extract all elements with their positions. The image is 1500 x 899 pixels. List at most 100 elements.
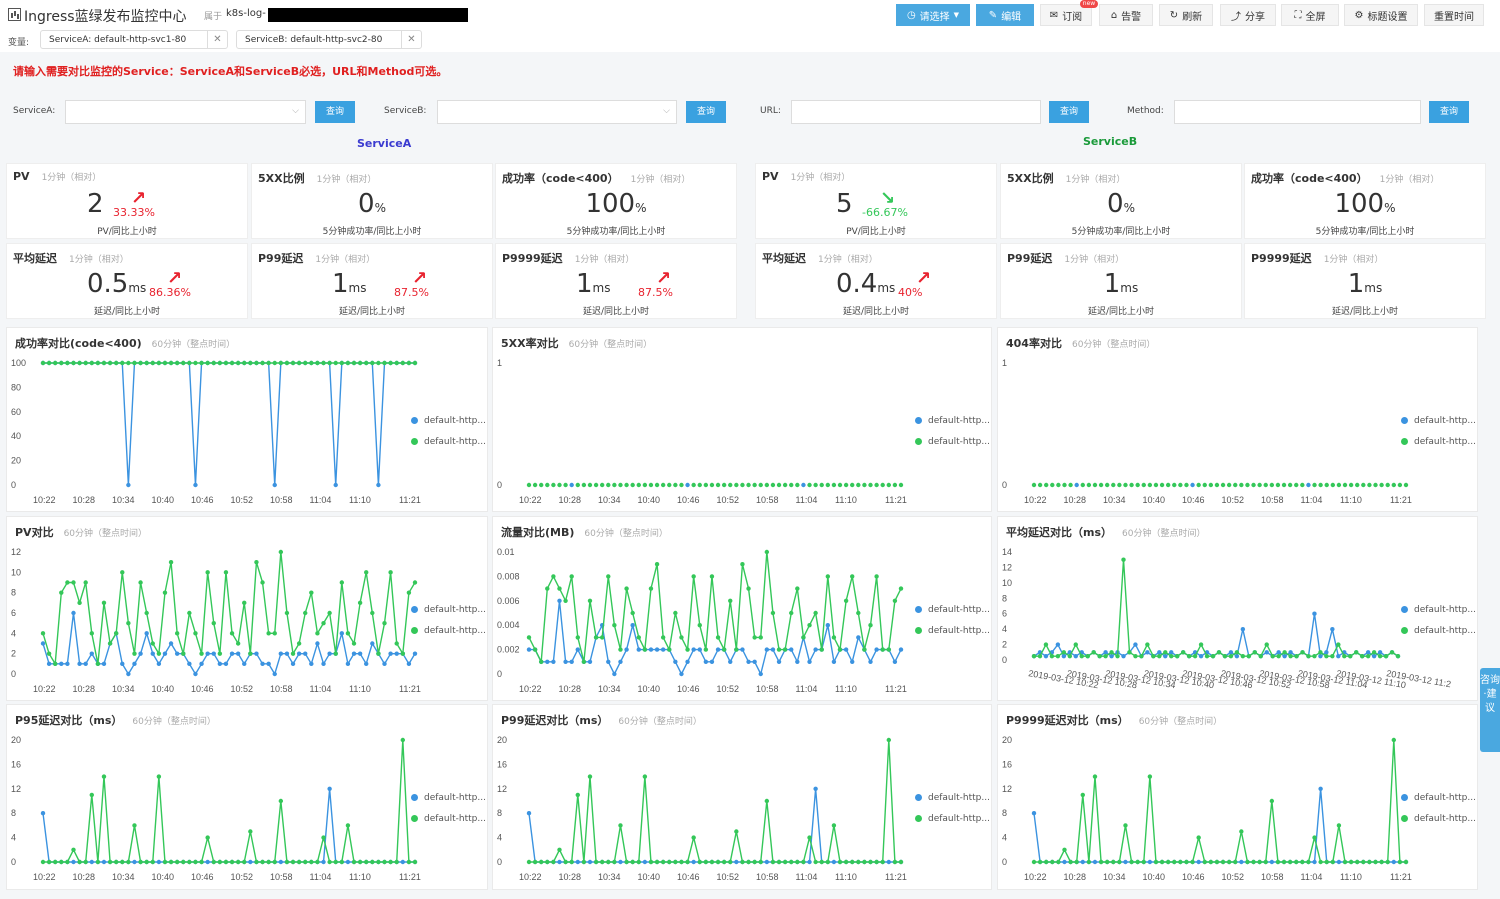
query-method-button[interactable]: 查询 bbox=[1429, 101, 1469, 123]
title-settings-button[interactable]: ⚙ 标题设置 bbox=[1344, 4, 1418, 26]
kpi-value-number: 1 bbox=[1103, 269, 1121, 299]
fullscreen-button[interactable]: ⛶ 全屏 bbox=[1281, 4, 1339, 26]
data-point bbox=[1085, 653, 1090, 659]
reset-time-button[interactable]: 重置时间 bbox=[1424, 4, 1484, 26]
data-point bbox=[874, 482, 879, 488]
y-tick-label: 0.008 bbox=[497, 571, 520, 581]
y-tick-label: 10 bbox=[11, 567, 21, 577]
query-service-a-button[interactable]: 查询 bbox=[315, 101, 355, 123]
y-tick-label: 60 bbox=[11, 407, 21, 417]
data-point bbox=[593, 635, 599, 640]
data-point bbox=[1129, 859, 1134, 865]
query-service-b-button[interactable]: 查询 bbox=[686, 101, 726, 123]
y-tick-label: 4 bbox=[1002, 624, 1007, 634]
legend-item[interactable]: default-http... bbox=[411, 416, 486, 426]
chart-svg: 100 80 60 40 20 0 10:22 10:28 10:34 10:40 10:46 10:… bbox=[11, 358, 421, 505]
refresh-button[interactable]: ↻ 刷新 bbox=[1159, 4, 1213, 26]
data-point bbox=[728, 859, 733, 865]
legend-item[interactable]: default-http... bbox=[411, 793, 486, 803]
legend-item[interactable]: default-http... bbox=[411, 814, 486, 824]
y-tick-label: 16 bbox=[1002, 759, 1012, 769]
project-name[interactable]: k8s-log- bbox=[226, 8, 266, 19]
legend-item[interactable]: default-http... bbox=[1401, 626, 1476, 636]
legend-item[interactable]: default-http... bbox=[915, 416, 990, 426]
data-point bbox=[789, 647, 794, 652]
variable-tag-service-b[interactable]: ServiceB: default-http-svc2-80 ✕ bbox=[236, 30, 422, 49]
data-point bbox=[734, 482, 739, 488]
data-point bbox=[156, 859, 162, 865]
data-point bbox=[1234, 650, 1240, 655]
kpi-value: 0% bbox=[1001, 189, 1241, 219]
legend-item[interactable]: default-http... bbox=[1401, 605, 1476, 615]
legend-item[interactable]: default-http... bbox=[411, 605, 486, 615]
data-point bbox=[1165, 859, 1171, 865]
kpi-value: 1ms bbox=[1245, 269, 1485, 299]
legend-item[interactable]: default-http... bbox=[915, 814, 990, 824]
data-point bbox=[315, 641, 320, 646]
data-point bbox=[551, 859, 556, 865]
x-tick-label: 10:40 bbox=[152, 684, 175, 694]
legend-item[interactable]: default-http... bbox=[1401, 793, 1476, 803]
data-point bbox=[557, 586, 562, 591]
subscribe-button[interactable]: ✉ 订阅 bbox=[1040, 4, 1092, 26]
data-point bbox=[575, 859, 580, 865]
data-point bbox=[667, 482, 672, 488]
kpi-title-text: 5XX比例 bbox=[1007, 172, 1054, 185]
legend-item[interactable]: default-http... bbox=[411, 437, 486, 447]
legend-item[interactable]: default-http... bbox=[915, 793, 990, 803]
data-point bbox=[1098, 859, 1104, 865]
service-b-select[interactable]: ⌵ bbox=[437, 100, 677, 124]
kpi-subtitle: 1分钟（相对） bbox=[818, 255, 878, 265]
data-point bbox=[272, 482, 277, 488]
share-button[interactable]: ⤴ 分享 bbox=[1220, 4, 1276, 26]
legend-item[interactable]: default-http... bbox=[915, 626, 990, 636]
close-icon[interactable]: ✕ bbox=[207, 31, 227, 48]
data-point bbox=[144, 631, 149, 636]
series-line bbox=[42, 551, 416, 667]
x-tick-label: 10:28 bbox=[1064, 872, 1087, 882]
data-point bbox=[132, 360, 137, 366]
query-url-button[interactable]: 查询 bbox=[1049, 101, 1089, 123]
legend-item[interactable]: default-http... bbox=[915, 605, 990, 615]
legend-item[interactable]: default-http... bbox=[1401, 814, 1476, 824]
data-point bbox=[1282, 650, 1287, 655]
select-button[interactable]: ◷ 请选择 ▼ bbox=[896, 4, 970, 26]
legend-dot bbox=[411, 794, 418, 801]
close-icon[interactable]: ✕ bbox=[401, 31, 421, 48]
data-point bbox=[648, 482, 654, 488]
legend-item[interactable]: default-http... bbox=[915, 437, 990, 447]
data-point bbox=[1240, 626, 1246, 632]
data-point bbox=[801, 859, 806, 865]
chart-panel: P99延迟对比（ms） 60分钟（整点时间） 20 16 12 8 4 0 10:22 10:28… bbox=[492, 704, 992, 890]
data-point bbox=[862, 647, 867, 652]
variable-tag-service-a[interactable]: ServiceA: default-http-svc1-80 ✕ bbox=[40, 30, 228, 49]
alarm-button[interactable]: ⌂ 告警 bbox=[1099, 4, 1153, 26]
data-point bbox=[272, 859, 277, 865]
legend-item[interactable]: default-http... bbox=[1401, 437, 1476, 447]
legend-item[interactable]: default-http... bbox=[1401, 416, 1476, 426]
data-point bbox=[83, 360, 88, 366]
x-tick-label: 10:34 bbox=[598, 872, 621, 882]
x-tick-label: 10:22 bbox=[1024, 495, 1047, 505]
kpi-title: 5XX比例 1分钟（相对） bbox=[1007, 170, 1125, 186]
data-point bbox=[272, 360, 277, 366]
y-tick-label: 16 bbox=[497, 759, 507, 769]
data-point bbox=[1228, 650, 1234, 655]
data-point bbox=[333, 651, 338, 656]
edit-button[interactable]: ✎ 编辑 bbox=[976, 4, 1034, 26]
legend-item[interactable]: default-http... bbox=[411, 626, 486, 636]
bell-icon: ⌂ bbox=[1110, 9, 1118, 21]
method-input[interactable] bbox=[1174, 100, 1421, 124]
data-point bbox=[217, 859, 223, 865]
data-point bbox=[1324, 859, 1329, 865]
service-a-select[interactable]: ⌵ bbox=[65, 100, 306, 124]
kpi-description: 延迟/同比上小时 bbox=[1087, 307, 1155, 317]
url-input[interactable] bbox=[791, 100, 1041, 124]
data-point bbox=[1373, 859, 1378, 865]
data-point bbox=[1062, 859, 1067, 865]
feedback-button[interactable]: 咨询·建议 bbox=[1480, 668, 1500, 752]
data-point bbox=[46, 360, 52, 366]
y-tick-label: 0 bbox=[497, 857, 502, 867]
data-point bbox=[1282, 653, 1287, 659]
data-point bbox=[587, 482, 593, 488]
